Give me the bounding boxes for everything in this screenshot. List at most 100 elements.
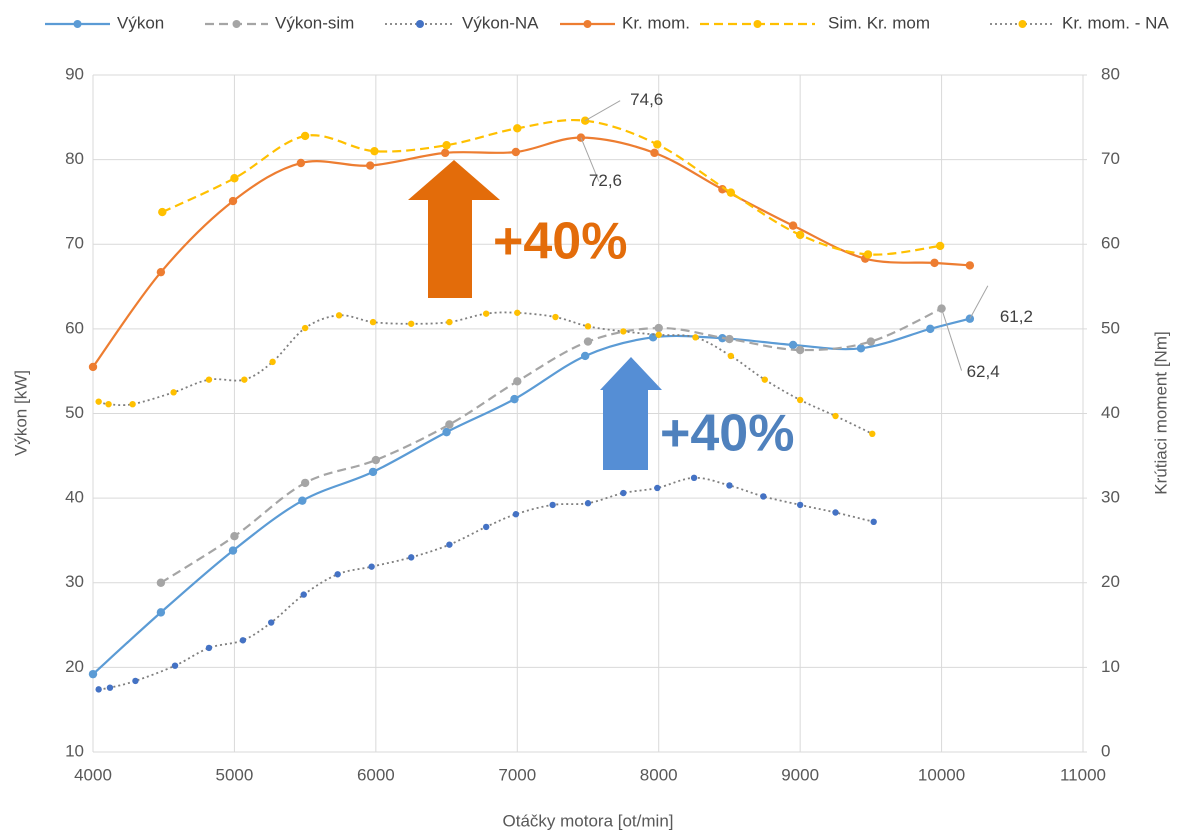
y2-tick-label: 60 <box>1101 234 1120 253</box>
data-point <box>690 474 698 482</box>
y-tick-label: 20 <box>65 657 84 676</box>
data-point <box>442 427 451 437</box>
y-tick-label: 60 <box>65 318 84 337</box>
data-point <box>446 318 453 326</box>
data-point <box>205 376 213 383</box>
data-point <box>156 267 166 277</box>
data-point <box>482 310 490 317</box>
y-tick-label: 40 <box>65 488 84 507</box>
plot-area: 4000 5000 6000 7000 8000 9000 10000 11000 10 20 30… <box>45 13 1169 784</box>
legend-marker <box>232 20 241 28</box>
data-point <box>368 563 375 570</box>
data-point <box>296 158 306 168</box>
data-point <box>269 358 276 366</box>
legend-label: Výkon <box>117 13 164 32</box>
data-point <box>870 518 877 526</box>
data-point <box>511 147 521 157</box>
data-point <box>654 484 661 492</box>
y-tick-label: 30 <box>65 572 84 591</box>
data-point <box>856 344 866 353</box>
data-point <box>795 230 805 240</box>
data-point <box>692 334 699 341</box>
y-tick-label: 80 <box>65 149 84 168</box>
data-point <box>788 340 798 350</box>
data-point <box>158 207 167 217</box>
data-point <box>408 554 415 561</box>
data-point <box>832 509 839 516</box>
data-point <box>105 400 112 408</box>
data-point <box>654 323 663 333</box>
data-point <box>549 501 556 509</box>
data-point <box>95 398 102 405</box>
data-point <box>230 532 239 541</box>
series-line <box>160 307 943 584</box>
y2-tick-label: 30 <box>1101 488 1120 507</box>
legend-label: Sim. Kr. mom <box>828 13 930 32</box>
data-point <box>930 258 939 268</box>
data-point <box>935 241 945 251</box>
y-tick-label: 90 <box>65 64 84 83</box>
data-point <box>446 541 453 548</box>
legend-item: Kr. mom. - NA <box>990 13 1169 32</box>
data-point <box>620 489 627 497</box>
data-label: 74,6 <box>630 90 663 109</box>
data-point <box>230 174 239 183</box>
arrows <box>408 160 662 470</box>
data-point <box>88 669 98 679</box>
y2-tick-label: 80 <box>1101 64 1120 83</box>
data-point <box>869 430 876 438</box>
data-point <box>129 400 136 408</box>
legend-marker <box>1018 20 1027 28</box>
data-point <box>725 334 734 344</box>
x-axis-title: Otáčky motora [ot/min] <box>503 811 674 830</box>
data-point <box>926 324 935 334</box>
y2-axis-title: Krútiaci moment [Nm] <box>1151 331 1170 494</box>
x-tick-label: 10000 <box>918 765 965 784</box>
data-point <box>408 320 415 327</box>
data-point <box>298 496 307 505</box>
legend-label: Kr. mom. - NA <box>1062 13 1169 32</box>
series-line <box>98 476 874 691</box>
label-leader <box>584 100 621 122</box>
y-tick-label: 10 <box>65 741 84 760</box>
data-point <box>653 140 662 149</box>
data-point <box>584 500 592 507</box>
data-point <box>369 318 377 326</box>
data-label: 61,2 <box>1000 307 1033 326</box>
data-point <box>655 331 662 338</box>
data-point <box>241 376 248 383</box>
data-point <box>795 345 805 355</box>
y2-tick-label: 70 <box>1101 149 1120 168</box>
data-point <box>510 394 519 404</box>
data-point <box>371 455 381 465</box>
data-point <box>761 376 768 383</box>
data-point <box>228 546 238 555</box>
data-point <box>726 482 733 489</box>
data-point <box>366 161 375 170</box>
legend-item: Výkon-NA <box>385 13 539 32</box>
data-point <box>132 677 139 685</box>
data-point <box>796 501 804 509</box>
label-leader <box>580 137 600 182</box>
legend-label: Kr. mom. <box>622 13 690 32</box>
y2-tick-label: 10 <box>1101 657 1120 676</box>
data-label: 62,4 <box>967 362 1000 381</box>
annotation: +40% <box>660 405 794 463</box>
y-axis-title: Výkon [kW] <box>11 370 30 456</box>
data-point <box>482 523 490 531</box>
legend-label: Výkon-NA <box>462 13 539 32</box>
data-point <box>584 323 592 330</box>
data-point <box>368 467 378 477</box>
legend-marker <box>583 20 592 28</box>
legend-item: Kr. mom. <box>560 13 690 32</box>
y2-tick-label: 40 <box>1101 403 1120 422</box>
data-point <box>442 141 451 150</box>
data-point <box>300 591 307 598</box>
data-point <box>300 131 310 141</box>
data-point <box>620 328 627 335</box>
data-point <box>512 511 520 518</box>
x-tick-label: 7000 <box>498 765 536 784</box>
data-point <box>205 644 213 652</box>
data-point <box>866 337 876 346</box>
